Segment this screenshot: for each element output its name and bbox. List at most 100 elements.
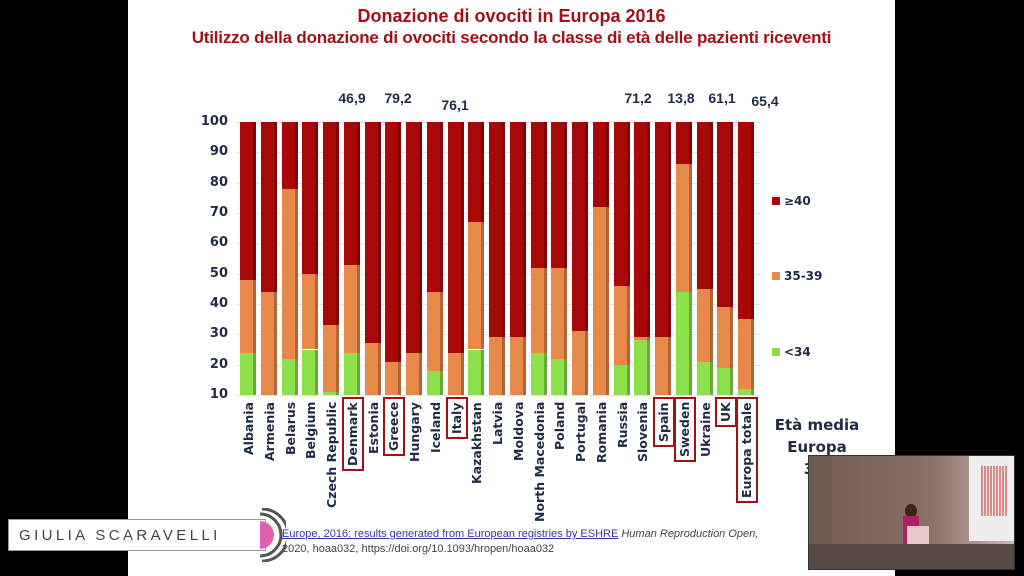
mean-age-region: Europa [787,438,847,456]
citation: Europe, 2016: results generated from Eur… [282,527,758,557]
bar-segment-czech-republic-2 [323,122,339,326]
bar-segment-greece-1 [385,361,402,395]
bar-segment-czech-republic-0 [323,391,339,395]
bar-segment-moldova-2 [509,122,526,338]
y-tick-label: 20 [209,356,228,372]
bar-segment-kazakhstan-2 [468,122,485,223]
x-tick-label: Moldova [510,401,526,461]
data-label-europa-totale: 65,4 [751,93,779,109]
x-tick-label: Albania [241,402,256,455]
y-tick-label: 30 [209,326,228,342]
bar-segment-belarus-1 [281,188,298,359]
bar-segment-russia-1 [613,285,630,365]
bar-segment-europa-totale-2 [738,122,754,320]
bar-segment-belarus-0 [281,358,298,395]
slide-subtitle: Utilizzo della donazione di ovociti seco… [191,28,832,47]
bar-segment-czech-republic-1 [323,325,339,392]
bar-segment-latvia-2 [489,122,505,338]
y-tick-label: 80 [209,174,228,190]
bar-segment-kazakhstan-1 [468,222,485,350]
x-tick-label: Russia [614,401,630,448]
bar-segment-portugal-1 [572,331,588,395]
x-tick-label: Poland [552,401,568,450]
citation-doi: 2020, hoaa032, https://doi.org/10.1093/h… [282,543,555,555]
data-label-sweden: 13,8 [667,90,695,106]
highlight-box [673,397,696,462]
bar-segment-moldova-1 [509,337,526,395]
bar-segment-poland-1 [551,267,568,359]
citation-journal: Human Reproduction Open, [618,528,759,540]
bar-segment-kazakhstan-0 [468,349,485,395]
bar-segment-spain-2 [655,122,671,338]
highlight-box [653,397,675,447]
x-tick-label: Kazakhstan [469,402,485,484]
bar-segment-russia-0 [613,364,630,395]
legend-label: ≥40 [784,194,811,208]
y-tick-label: 100 [200,114,228,129]
x-tick-label: Slovenia [635,401,651,462]
bar-segment-europa-totale-1 [738,319,754,389]
x-tick-label: Latvia [490,401,505,445]
citation-link[interactable]: Europe, 2016: results generated from Eur… [282,528,619,540]
bar-segment-uk-2 [717,122,734,308]
y-tick-label: 10 [209,387,228,402]
bar-segment-sweden-1 [675,164,692,292]
data-label-spain: 71,2 [624,90,652,106]
speaker-name: GIULIA SCARAVELLI [19,527,221,544]
bar-segment-europa-totale-0 [738,388,754,395]
bar-segment-denmark-0 [343,352,360,395]
bar-segment-north-macedonia-1 [530,267,547,353]
legend-swatch [772,272,780,280]
bar-segment-denmark-2 [343,122,360,265]
bar-segment-denmark-1 [343,264,360,353]
data-label-italy: 76,1 [441,97,469,113]
x-tick-label: Portugal [573,401,588,462]
bar-segment-belarus-2 [281,122,298,189]
legend-swatch [772,348,780,356]
bar-segment-albania-0 [240,352,256,395]
bar-segment-greece-2 [385,122,402,362]
legend-entry-40plus: ≥40 [772,194,811,208]
y-tick-label: 50 [209,265,228,281]
bar-segment-albania-1 [240,279,256,353]
bar-segment-hungary-1 [406,352,422,395]
highlight-box [715,397,738,427]
x-tick-label: Romania [593,401,609,463]
legend-label: 35-39 [784,269,823,283]
bar-segment-romania-1 [592,206,609,395]
x-tick-label: Armenia [261,402,277,461]
x-tick-label: Belgium [303,401,319,459]
projected-slide [969,456,1014,541]
x-tick-label: Belarus [282,401,298,455]
highlight-box [383,397,406,456]
bar-segment-italy-1 [447,352,464,395]
bar-segment-slovenia-2 [634,122,651,338]
bar-segment-iceland-1 [426,291,443,371]
lower-third-logo [259,508,286,562]
legend-swatch [772,197,780,205]
x-tick-label: Czech Republic [324,401,339,508]
bar-segment-poland-0 [551,358,568,395]
gridline [236,395,761,396]
bar-segment-ukraine-0 [696,361,713,395]
legend-label: <34 [784,345,811,359]
bar-segment-belgium-1 [302,273,319,350]
bar-segment-estonia-2 [364,122,381,344]
speaker-figure [905,504,917,518]
bar-segment-sweden-0 [675,291,692,395]
bar-segment-albania-2 [240,122,256,280]
bar-segment-latvia-1 [489,337,505,395]
bar-segment-romania-2 [592,122,609,207]
legend-entry-under34: <34 [772,345,811,359]
bar-segment-iceland-0 [426,370,443,395]
x-tick-label: Ukraine [697,402,713,457]
bar-segment-russia-2 [613,122,630,286]
bar-segment-slovenia-0 [634,340,651,395]
bar-segment-belgium-0 [302,349,319,395]
data-label-greece: 79,2 [384,90,412,106]
x-tick-label: North Macedonia [531,401,547,522]
bar-segment-slovenia-1 [634,337,651,341]
bar-segment-iceland-2 [426,122,443,292]
x-tick-label: Estonia [365,401,381,454]
bar-segment-belgium-2 [302,122,319,274]
